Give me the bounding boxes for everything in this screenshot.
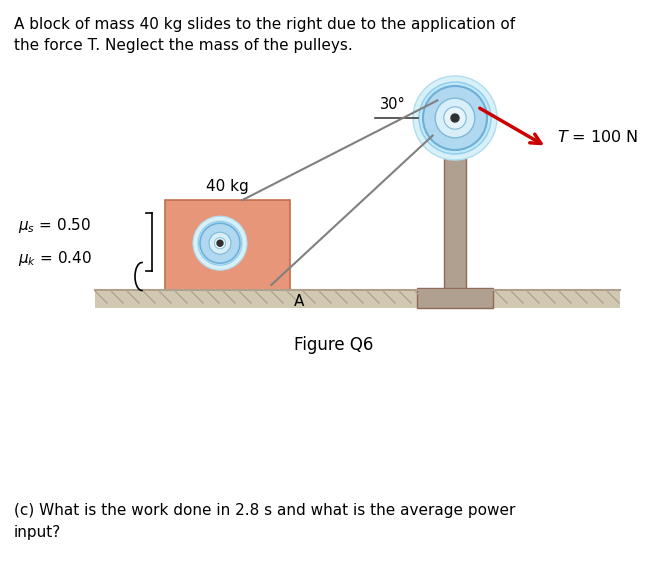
Circle shape bbox=[444, 107, 466, 129]
Text: 40 kg: 40 kg bbox=[206, 179, 249, 194]
Circle shape bbox=[423, 86, 487, 150]
Text: 30°: 30° bbox=[380, 97, 406, 112]
Circle shape bbox=[209, 232, 231, 254]
Circle shape bbox=[419, 82, 491, 154]
Circle shape bbox=[217, 240, 223, 246]
Circle shape bbox=[413, 76, 497, 160]
Text: $T$ = 100 N: $T$ = 100 N bbox=[557, 129, 638, 145]
Bar bbox=[417, 288, 493, 308]
Circle shape bbox=[423, 86, 487, 150]
Circle shape bbox=[451, 114, 459, 122]
Circle shape bbox=[214, 238, 225, 249]
Text: Figure Q6: Figure Q6 bbox=[294, 336, 374, 354]
Text: A: A bbox=[294, 294, 304, 309]
Circle shape bbox=[200, 223, 240, 263]
Circle shape bbox=[198, 221, 242, 265]
Circle shape bbox=[193, 216, 247, 270]
Bar bbox=[165, 200, 290, 290]
Text: $\mu_k$ = 0.40: $\mu_k$ = 0.40 bbox=[18, 249, 92, 268]
Bar bbox=[95, 290, 620, 308]
Text: (c) What is the work done in 2.8 s and what is the average power
input?: (c) What is the work done in 2.8 s and w… bbox=[14, 503, 515, 540]
Text: $\mu_s$ = 0.50: $\mu_s$ = 0.50 bbox=[18, 216, 91, 235]
Circle shape bbox=[435, 98, 475, 138]
Text: A block of mass 40 kg slides to the right due to the application of
the force T.: A block of mass 40 kg slides to the righ… bbox=[14, 17, 515, 53]
Bar bbox=[444, 150, 466, 290]
